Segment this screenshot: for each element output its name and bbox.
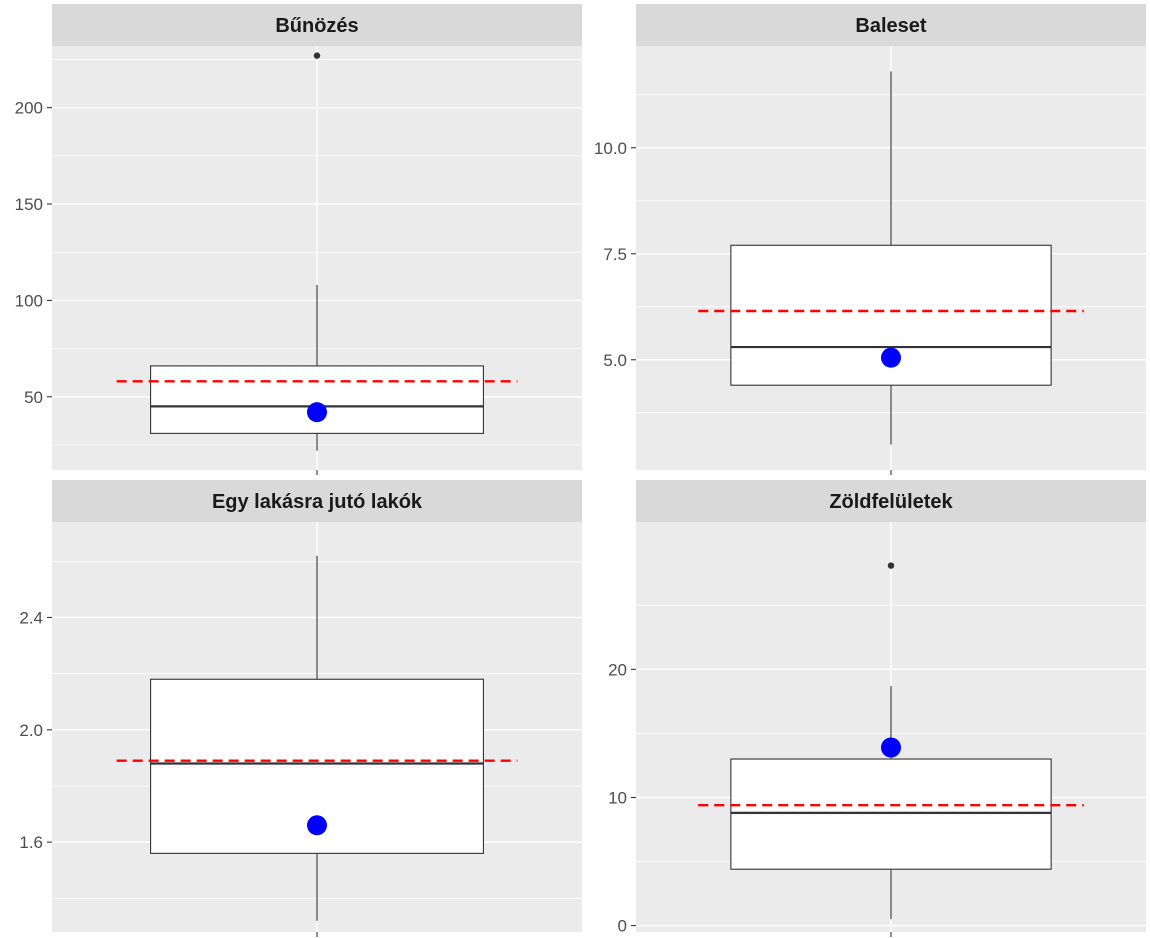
facet-strip — [636, 4, 1146, 46]
box-iqr — [150, 365, 484, 434]
y-tick-label: 50 — [24, 388, 43, 407]
facet-strip — [52, 480, 582, 522]
facet-strip — [636, 480, 1146, 522]
outlier-point — [313, 52, 321, 59]
facet-panel-3: Egy lakásra jutó lakók 1.6 2.0 2.4 — [19, 480, 582, 937]
facet-panel-2: Baleset 5.0 7.5 10.0 — [594, 4, 1146, 475]
highlight-point — [307, 402, 327, 423]
facet-title: Baleset — [855, 15, 926, 37]
facet-panel-4: Zöldfelületek 0 10 20 — [608, 480, 1146, 937]
facet-title: Egy lakásra jutó lakók — [212, 491, 423, 513]
facet-title: Bűnözés — [275, 15, 358, 37]
box-iqr — [730, 758, 1052, 870]
y-tick-label: 200 — [15, 99, 43, 118]
highlight-point — [881, 347, 901, 368]
highlight-point — [881, 737, 901, 758]
y-tick-label: 150 — [15, 195, 43, 214]
y-tick-label: 2.0 — [19, 721, 43, 740]
y-tick-label: 10.0 — [594, 139, 627, 158]
y-tick-label: 1.6 — [19, 833, 43, 852]
facet-title: Zöldfelületek — [829, 491, 953, 513]
y-tick-label: 5.0 — [603, 351, 627, 370]
y-tick-label: 2.4 — [19, 608, 43, 627]
y-tick-label: 20 — [608, 660, 627, 679]
highlight-point — [307, 815, 327, 836]
facet-strip — [52, 4, 582, 46]
y-tick-label: 10 — [608, 788, 627, 807]
y-tick-label: 100 — [15, 291, 43, 310]
facet-panel-1: Bűnözés 50 100 150 200 — [15, 4, 582, 475]
y-tick-label: 0 — [618, 917, 627, 936]
outlier-point — [887, 562, 895, 569]
y-tick-label: 7.5 — [603, 245, 627, 264]
